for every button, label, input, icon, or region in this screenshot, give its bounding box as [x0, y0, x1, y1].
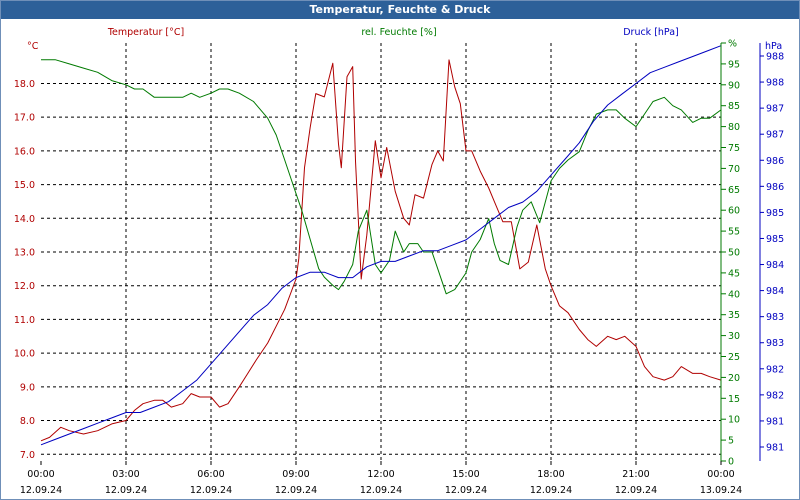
humidity-tick-label: 65 — [728, 185, 740, 196]
pressure-tick-label: 985 — [766, 234, 784, 245]
temperature-tick-label: 18.0 — [14, 79, 35, 90]
humidity-tick-label: 15 — [728, 394, 740, 405]
pressure-tick-label: 983 — [766, 312, 784, 323]
time-tick-label: 18:00 — [537, 469, 564, 480]
time-tick-label: 21:00 — [622, 469, 649, 480]
pressure-tick-label: 984 — [766, 286, 784, 297]
date-tick-label: 12.09.24 — [20, 485, 62, 496]
date-tick-label: 12.09.24 — [445, 485, 487, 496]
time-tick-label: 15:00 — [452, 469, 479, 480]
date-tick-label: 12.09.24 — [530, 485, 572, 496]
temperature-axis-title: Temperatur [°C] — [107, 27, 184, 38]
time-tick-label: 12:00 — [367, 469, 394, 480]
pressure-tick-label: 982 — [766, 364, 784, 375]
pressure-tick-label: 984 — [766, 260, 784, 271]
humidity-tick-label: 80 — [728, 122, 740, 133]
pressure-tick-label: 988 — [766, 78, 784, 89]
temperature-tick-label: 12.0 — [14, 281, 35, 292]
temperature-tick-label: 14.0 — [14, 214, 35, 225]
temperature-series-line — [40, 59, 722, 442]
temperature-tick-label: 8.0 — [20, 416, 35, 427]
time-tick-label: 00:00 — [27, 469, 54, 480]
humidity-tick-label: 55 — [728, 227, 740, 238]
pressure-ticks: 981 981 982 982 983 983 984 984 985 985 986 986 987 9… — [760, 52, 784, 454]
time-tick-label: 03:00 — [112, 469, 139, 480]
temperature-tick-label: 11.0 — [14, 315, 35, 326]
chart-area: Temperatur [°C] rel. Feuchte [%] Druck [… — [1, 19, 799, 499]
temperature-unit-label: °C — [27, 41, 39, 52]
humidity-tick-label: 0 — [728, 457, 734, 468]
humidity-tick-label: 40 — [728, 289, 740, 300]
temperature-tick-label: 7.0 — [20, 450, 35, 461]
date-tick-label: 12.09.24 — [615, 485, 657, 496]
humidity-axis-title: rel. Feuchte [%] — [361, 27, 436, 38]
time-ticks: 00:00 12.09.24 03:00 12.09.24 06:00 12.09.24 0… — [20, 461, 742, 496]
humidity-tick-label: % — [728, 39, 737, 50]
humidity-tick-label: 10 — [728, 415, 740, 426]
pressure-tick-label: 986 — [766, 156, 784, 167]
temperature-tick-label: 9.0 — [20, 382, 35, 393]
date-tick-label: 13.09.24 — [700, 485, 742, 496]
humidity-tick-label: 85 — [728, 101, 740, 112]
pressure-tick-label: 987 — [766, 104, 784, 115]
pressure-unit-label: hPa — [765, 41, 782, 52]
humidity-tick-label: 35 — [728, 310, 740, 321]
pressure-axis-title: Druck [hPa] — [623, 27, 679, 38]
time-tick-label: 09:00 — [282, 469, 309, 480]
humidity-tick-label: 90 — [728, 80, 740, 91]
humidity-tick-label: 60 — [728, 206, 740, 217]
temperature-tick-label: 17.0 — [14, 113, 35, 124]
humidity-tick-label: 5 — [728, 436, 734, 447]
pressure-tick-label: 982 — [766, 390, 784, 401]
humidity-tick-label: 45 — [728, 268, 740, 279]
humidity-tick-label: 50 — [728, 248, 740, 259]
time-tick-label: 00:00 — [707, 469, 734, 480]
pressure-tick-label: 981 — [766, 416, 784, 427]
date-tick-label: 12.09.24 — [275, 485, 317, 496]
humidity-tick-label: 95 — [728, 59, 740, 70]
pressure-series-line — [40, 45, 722, 446]
pressure-tick-label: 981 — [766, 443, 784, 454]
temperature-tick-label: 10.0 — [14, 349, 35, 360]
humidity-tick-label: 20 — [728, 373, 740, 384]
date-tick-label: 12.09.24 — [105, 485, 147, 496]
pressure-tick-label: 987 — [766, 130, 784, 141]
pressure-tick-label: 985 — [766, 208, 784, 219]
time-tick-label: 06:00 — [197, 469, 224, 480]
pressure-tick-label: 983 — [766, 338, 784, 349]
temperature-tick-label: 16.0 — [14, 146, 35, 157]
temperature-tick-label: 13.0 — [14, 248, 35, 259]
temperature-ticks: 7.0 8.0 9.0 10.0 11.0 12.0 13.0 14.0 15.0 16.0 17.… — [14, 79, 35, 461]
humidity-ticks: 0 5 10 15 20 25 30 35 40 45 50 55 60 65 70 75 80 85 90 95% — [721, 39, 740, 468]
pressure-tick-label: 986 — [766, 182, 784, 193]
grid — [41, 43, 721, 461]
humidity-tick-label: 75 — [728, 143, 740, 154]
humidity-tick-label: 25 — [728, 352, 740, 363]
date-tick-label: 12.09.24 — [360, 485, 402, 496]
window-title: Temperatur, Feuchte & Druck — [1, 1, 799, 19]
humidity-series-line — [41, 59, 722, 295]
series-lines — [40, 45, 722, 446]
date-tick-label: 12.09.24 — [190, 485, 232, 496]
humidity-tick-label: 30 — [728, 331, 740, 342]
pressure-tick-label: 988 — [766, 52, 784, 63]
humidity-tick-label: 70 — [728, 164, 740, 175]
temperature-tick-label: 15.0 — [14, 180, 35, 191]
